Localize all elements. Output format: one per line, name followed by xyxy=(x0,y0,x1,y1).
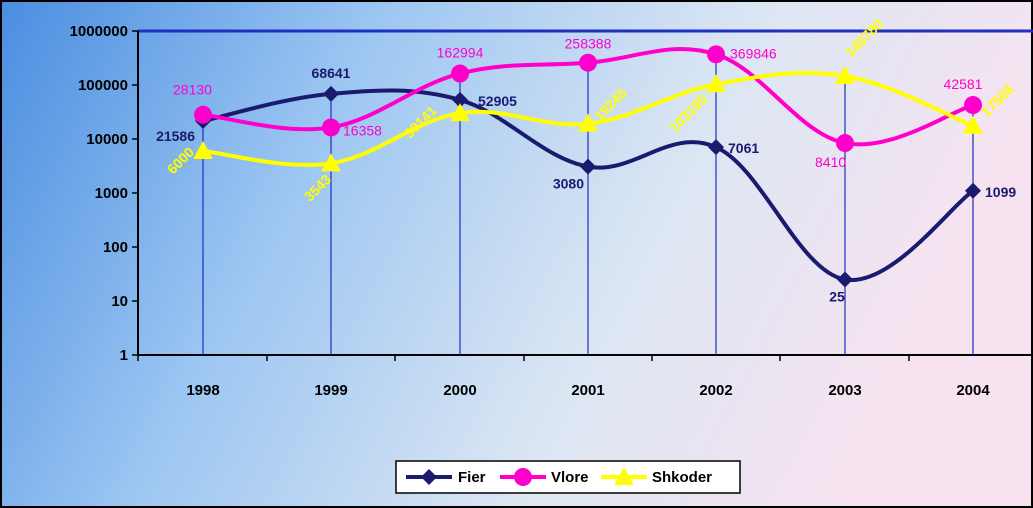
y-tick-label: 1 xyxy=(120,347,128,364)
x-tick-label: 2001 xyxy=(571,382,604,399)
point-shkoder xyxy=(321,153,341,172)
x-tick-label: 2004 xyxy=(956,382,990,399)
data-label-fier: 7061 xyxy=(728,140,759,156)
legend-item-fier: Fier xyxy=(406,469,486,486)
legend-label-vlore: Vlore xyxy=(551,469,589,486)
data-label-fier: 3080 xyxy=(553,176,584,192)
y-tick-label: 1000000 xyxy=(70,23,128,40)
y-tick-label: 10 xyxy=(111,293,128,310)
legend-marker-fier xyxy=(421,469,437,485)
point-fier xyxy=(837,271,853,288)
data-label-fier: 52905 xyxy=(478,93,517,109)
point-fier xyxy=(580,158,596,175)
legend-item-vlore: Vlore xyxy=(500,468,589,486)
chart-series xyxy=(193,45,983,288)
point-shkoder xyxy=(450,103,470,122)
legend-label-shkoder: Shkoder xyxy=(652,469,712,486)
y-tick-label: 1000 xyxy=(95,185,128,202)
legend-box xyxy=(395,460,741,494)
point-vlore xyxy=(579,53,597,72)
x-tick-label: 2003 xyxy=(828,382,861,399)
x-tick-label: 1998 xyxy=(186,382,219,399)
legend-marker-vlore xyxy=(514,468,532,486)
data-label-fier: 68641 xyxy=(312,65,351,81)
point-shkoder xyxy=(706,74,726,93)
x-tick-label: 2002 xyxy=(699,382,732,399)
point-fier xyxy=(708,139,724,156)
data-label-vlore: 42581 xyxy=(944,76,983,92)
data-label-vlore: 16358 xyxy=(343,122,382,138)
point-fier xyxy=(323,85,339,102)
point-vlore xyxy=(964,96,982,115)
y-tick-label: 10000 xyxy=(86,131,128,148)
data-label-vlore: 369846 xyxy=(730,45,777,61)
legend-label-fier: Fier xyxy=(458,469,486,486)
point-vlore xyxy=(707,45,725,64)
point-vlore xyxy=(194,105,212,124)
point-vlore xyxy=(322,118,340,137)
y-tick-label: 100 xyxy=(103,239,128,256)
legend: Fier Vlore Shkoder xyxy=(395,460,741,494)
data-label-vlore: 8410 xyxy=(815,154,846,170)
point-fier xyxy=(452,91,468,108)
point-shkoder xyxy=(963,115,983,134)
data-label-vlore: 162994 xyxy=(437,45,484,61)
point-shkoder xyxy=(193,140,213,159)
y-tick-label: 100000 xyxy=(78,77,128,94)
data-label-fier: 1099 xyxy=(985,184,1016,200)
chart-axes: 1 10 100 1000 10000 100000 1000000 1998 1999 2000… xyxy=(70,23,1033,399)
point-vlore xyxy=(836,134,854,153)
legend-marker-shkoder xyxy=(614,467,634,485)
x-tick-label: 2000 xyxy=(443,382,476,399)
legend-item-shkoder: Shkoder xyxy=(601,467,712,486)
point-vlore xyxy=(451,64,469,83)
point-shkoder xyxy=(835,65,855,84)
data-label-fier: 21586 xyxy=(156,128,195,144)
data-label-vlore: 28130 xyxy=(173,82,212,98)
data-label-fier: 25 xyxy=(829,289,845,305)
point-fier xyxy=(965,182,981,199)
drop-lines xyxy=(202,54,974,355)
data-label-vlore: 258388 xyxy=(565,36,612,52)
x-tick-label: 1999 xyxy=(314,382,347,399)
point-shkoder xyxy=(578,113,598,132)
